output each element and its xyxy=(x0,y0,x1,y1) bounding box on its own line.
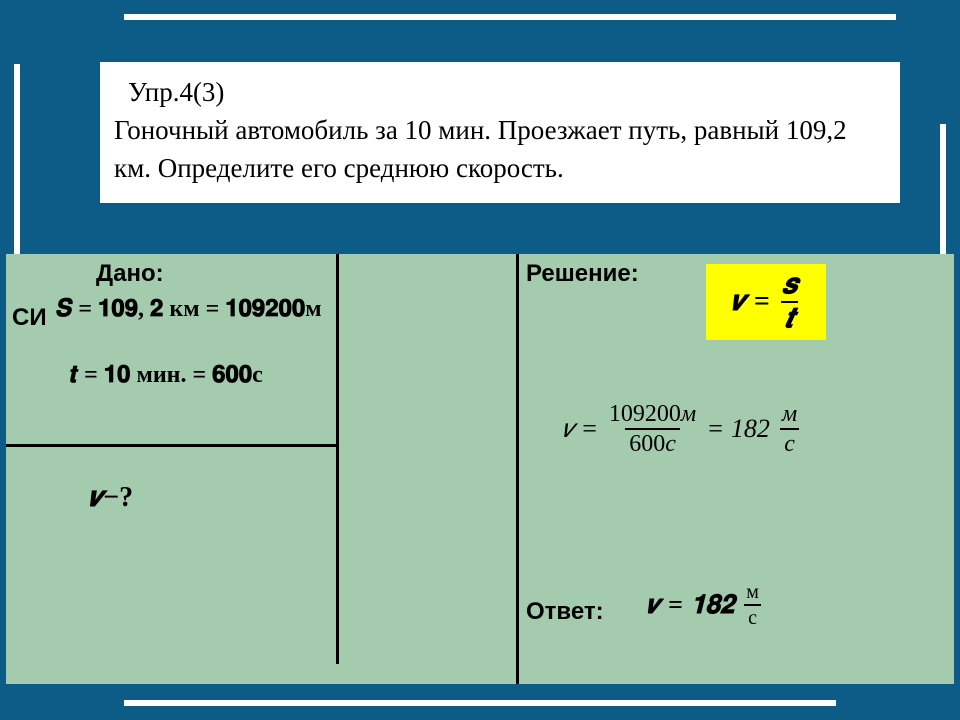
unit-fraction: м с xyxy=(742,582,763,628)
fraction-numerator: 𝒔 xyxy=(778,271,802,301)
unit-s: с xyxy=(744,604,761,628)
divider-vertical xyxy=(516,254,519,684)
calculation: 𝑣 = 109200м 600с = 182 м с xyxy=(562,402,801,456)
solution-panel: СИ Дано: Решение: Ответ: 𝑺 = 𝟏𝟎𝟗, 𝟐 км =… xyxy=(6,254,954,684)
equals-sign: = xyxy=(668,590,683,620)
calc-result: 182 xyxy=(731,414,770,444)
formula-lhs: 𝒗 xyxy=(731,286,746,318)
frame-notch xyxy=(14,14,124,64)
equals-sign: = xyxy=(754,286,770,318)
calc-num: 109200 xyxy=(609,401,681,427)
velocity-symbol: 𝒗 xyxy=(88,482,103,513)
divider-horizontal xyxy=(6,444,336,447)
find-dash: − xyxy=(103,482,119,513)
divider-vertical xyxy=(336,254,339,664)
equals-sign: = xyxy=(708,414,723,444)
unit-m: м xyxy=(742,582,763,604)
equals-sign: = xyxy=(582,414,597,444)
si-label: СИ xyxy=(12,304,47,332)
fraction-denominator: 600с xyxy=(625,428,680,456)
formula-highlight: 𝒗 = 𝒔 𝒕 xyxy=(706,264,826,340)
answer-value: 𝟏𝟖𝟐 xyxy=(691,590,734,621)
answer-lhs: 𝒗 xyxy=(646,590,660,621)
fraction: 𝒔 𝒕 xyxy=(778,271,802,333)
exercise-number: Упр.4(3) xyxy=(128,74,886,112)
fraction-denominator: 𝒕 xyxy=(781,301,798,333)
unit-s: с xyxy=(665,431,676,457)
solution-label: Решение: xyxy=(526,260,639,288)
speed-formula: 𝒗 = 𝒔 𝒕 xyxy=(731,271,802,333)
unit-m: м xyxy=(778,402,801,428)
given-time: 𝒕 = 𝟏𝟎 мин. = 𝟔𝟎𝟎с xyxy=(70,362,263,389)
frame-notch xyxy=(896,14,946,124)
calc-den: 600 xyxy=(629,431,665,457)
given-label: Дано: xyxy=(96,260,164,288)
problem-text: Гоночный автомобиль за 10 мин. Проезжает… xyxy=(114,112,886,188)
unit-fraction: м с xyxy=(778,402,801,456)
fraction: 109200м 600с xyxy=(605,402,700,456)
answer-label: Ответ: xyxy=(526,598,604,626)
unit-s: с xyxy=(780,428,799,456)
final-answer: 𝒗 = 𝟏𝟖𝟐 м с xyxy=(646,582,763,628)
given-distance: 𝑺 = 𝟏𝟎𝟗, 𝟐 км = 𝟏𝟎𝟗𝟐𝟎𝟎м xyxy=(56,296,322,323)
fraction-numerator: 109200м xyxy=(605,402,700,428)
find-velocity: 𝒗−? xyxy=(88,482,133,514)
problem-statement: Упр.4(3) Гоночный автомобиль за 10 мин. … xyxy=(100,62,900,203)
find-question: ? xyxy=(119,482,133,513)
unit-m: м xyxy=(681,401,696,427)
calc-lhs: 𝑣 xyxy=(562,414,574,445)
